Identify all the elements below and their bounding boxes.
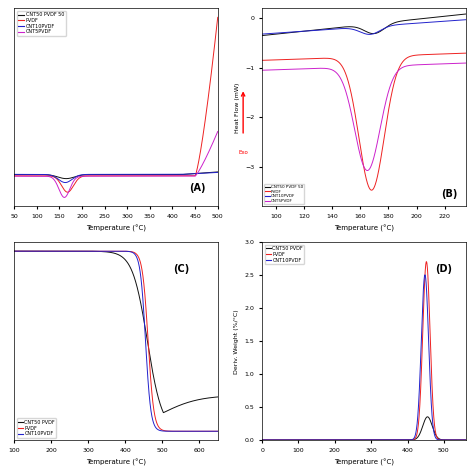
CNT10PVDF xyxy=(98,172,104,177)
CNT5PVDF xyxy=(211,138,217,144)
CNT5PVDF xyxy=(11,173,17,179)
CNT10PVDF xyxy=(90,172,95,177)
PVDF xyxy=(35,173,40,179)
PVDF xyxy=(11,173,17,179)
CNT5PVDF xyxy=(215,128,220,134)
X-axis label: Temperature (°C): Temperature (°C) xyxy=(86,458,146,465)
CNT5PVDF xyxy=(90,173,95,179)
CNT50 PVDF 50 xyxy=(64,176,69,182)
Y-axis label: Deriv. Weight (%/°C): Deriv. Weight (%/°C) xyxy=(234,309,239,374)
Text: (C): (C) xyxy=(173,264,189,274)
CNT50 PVDF 50 xyxy=(189,171,195,177)
CNT50 PVDF 50 xyxy=(90,172,95,177)
PVDF xyxy=(90,173,95,179)
Legend: CNT50 PVDF 50, PVDF, CNT10PVDF, CNT5PVDF: CNT50 PVDF 50, PVDF, CNT10PVDF, CNT5PVDF xyxy=(17,11,65,36)
CNT50 PVDF 50 xyxy=(211,169,217,175)
CNT5PVDF xyxy=(35,173,40,179)
CNT50 PVDF 50 xyxy=(11,172,17,177)
CNT50 PVDF 50 xyxy=(215,169,220,175)
CNT10PVDF xyxy=(11,172,17,177)
CNT50 PVDF 50 xyxy=(98,172,104,177)
Text: (D): (D) xyxy=(435,264,452,274)
CNT5PVDF xyxy=(189,173,195,179)
Legend: CNT50 PVDF, PVDF, CNT10PVDF: CNT50 PVDF, PVDF, CNT10PVDF xyxy=(17,419,56,438)
PVDF xyxy=(98,173,104,179)
Text: (B): (B) xyxy=(441,189,457,199)
CNT10PVDF xyxy=(63,180,68,185)
Legend: CNT50 PVDF 50, PVDF, CNT10PVDF, CNT5PVDF: CNT50 PVDF 50, PVDF, CNT10PVDF, CNT5PVDF xyxy=(264,184,304,204)
Text: (A): (A) xyxy=(189,182,206,192)
X-axis label: Temperature (°C): Temperature (°C) xyxy=(86,225,146,232)
PVDF xyxy=(211,49,217,55)
CNT50 PVDF 50 xyxy=(35,172,40,177)
X-axis label: Temperature (°C): Temperature (°C) xyxy=(334,458,394,465)
CNT5PVDF xyxy=(62,194,67,200)
CNT10PVDF xyxy=(189,171,195,177)
CNT10PVDF xyxy=(35,172,40,177)
CNT10PVDF xyxy=(211,170,217,175)
Line: PVDF: PVDF xyxy=(14,18,218,192)
PVDF xyxy=(189,173,195,179)
PVDF xyxy=(64,189,70,195)
Legend: CNT50 PVDF, PVDF, CNT10PVDF: CNT50 PVDF, PVDF, CNT10PVDF xyxy=(264,245,304,264)
CNT5PVDF xyxy=(98,173,104,179)
Text: Exo: Exo xyxy=(238,150,248,155)
X-axis label: Temperature (°C): Temperature (°C) xyxy=(334,225,394,232)
Line: CNT5PVDF: CNT5PVDF xyxy=(14,131,218,197)
Line: CNT10PVDF: CNT10PVDF xyxy=(14,173,218,182)
CNT50 PVDF 50 xyxy=(46,172,52,178)
Y-axis label: Heat Flow (mW): Heat Flow (mW) xyxy=(235,82,240,133)
PVDF xyxy=(46,173,52,179)
CNT10PVDF xyxy=(46,172,52,178)
CNT5PVDF xyxy=(46,174,52,180)
Line: CNT50 PVDF 50: CNT50 PVDF 50 xyxy=(14,172,218,179)
PVDF xyxy=(215,15,220,20)
CNT10PVDF xyxy=(215,170,220,175)
